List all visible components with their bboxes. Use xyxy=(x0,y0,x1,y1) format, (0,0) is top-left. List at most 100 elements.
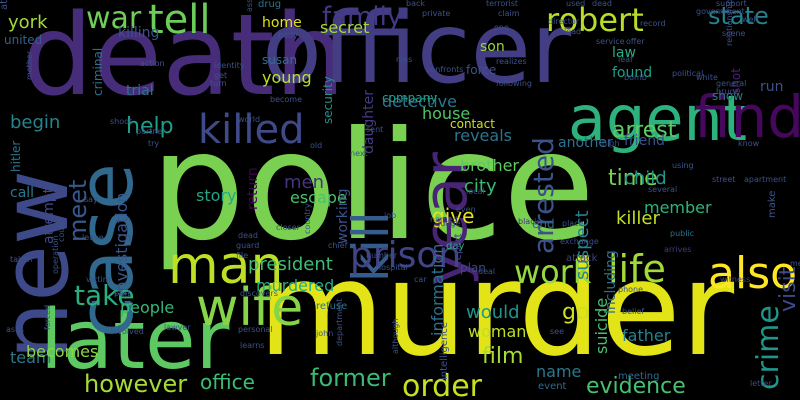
cloud-word: confronts xyxy=(426,65,464,74)
cloud-word: found xyxy=(612,65,653,81)
cloud-word: united xyxy=(4,33,43,47)
cloud-word: intelligence xyxy=(439,321,450,380)
cloud-word: job xyxy=(384,211,397,220)
cloud-word: partner xyxy=(136,127,166,136)
cloud-word: following xyxy=(496,79,532,88)
cloud-word: story xyxy=(196,186,237,205)
cloud-word: home xyxy=(262,15,302,31)
cloud-word: find xyxy=(694,83,800,151)
cloud-word: assigned xyxy=(245,0,254,12)
cloud-word: well xyxy=(742,15,758,24)
cloud-word: place xyxy=(562,219,584,228)
cloud-word: deal xyxy=(478,267,496,276)
cloud-word: become xyxy=(270,95,303,104)
cloud-word: refuse xyxy=(316,301,348,312)
cloud-word: say xyxy=(84,195,98,204)
cloud-word: named xyxy=(430,215,458,224)
cloud-word: world xyxy=(238,115,261,124)
cloud-word: friend xyxy=(624,133,665,149)
cloud-word: woman xyxy=(468,322,527,341)
cloud-word: identity xyxy=(214,61,245,70)
cloud-word: investigation xyxy=(112,192,131,296)
cloud-word: also xyxy=(708,248,798,299)
cloud-word: relationship xyxy=(725,0,734,46)
cloud-word: another xyxy=(558,135,613,151)
cloud-word: plan xyxy=(460,261,486,275)
cloud-word: force xyxy=(466,63,497,77)
cloud-word: police xyxy=(150,100,596,274)
cloud-word: bruce xyxy=(716,87,739,96)
cloud-word: however xyxy=(84,370,188,398)
cloud-word: trial xyxy=(126,83,154,99)
cloud-word: personal xyxy=(238,325,273,334)
cloud-word: witness xyxy=(720,275,751,284)
cloud-word: detective xyxy=(382,92,457,111)
cloud-word: contact xyxy=(450,117,495,131)
cloud-word: member xyxy=(644,198,712,217)
cloud-word: agent xyxy=(568,82,748,155)
cloud-word: help xyxy=(126,114,174,139)
cloud-word: shoot xyxy=(110,117,133,126)
cloud-word: president xyxy=(248,254,333,275)
cloud-word: man xyxy=(168,236,284,296)
cloud-word: action xyxy=(140,59,165,68)
cloud-word: taken xyxy=(10,255,33,264)
cloud-word: public xyxy=(670,229,695,238)
cloud-word: service xyxy=(596,37,625,46)
cloud-word: although xyxy=(391,318,400,354)
cloud-word: mother xyxy=(25,50,34,80)
cloud-word: time xyxy=(608,166,658,191)
cloud-word: arrested xyxy=(527,137,560,254)
cloud-word: young xyxy=(262,68,312,87)
cloud-word: film xyxy=(482,344,524,369)
cloud-word: private xyxy=(422,9,451,18)
cloud-word: even xyxy=(456,205,476,214)
cloud-word: get xyxy=(214,71,228,80)
cloud-word: lawyer xyxy=(164,323,191,332)
cloud-word: dead xyxy=(592,0,612,8)
cloud-word: forced xyxy=(43,304,52,330)
cloud-word: car xyxy=(414,275,427,284)
cloud-word: turn xyxy=(210,79,227,88)
cloud-word: secret xyxy=(320,18,370,37)
cloud-word: leave xyxy=(82,233,104,242)
cloud-word: escape xyxy=(290,188,347,207)
cloud-word: attorney xyxy=(0,0,10,10)
cloud-word: claim xyxy=(498,9,520,18)
cloud-word: father xyxy=(622,326,671,345)
cloud-word: terrorist xyxy=(486,0,519,8)
cloud-word: drug xyxy=(258,0,282,10)
cloud-word: one xyxy=(494,23,509,32)
cloud-word: arrives xyxy=(664,245,692,254)
cloud-word: office xyxy=(200,370,255,394)
cloud-word: hospital xyxy=(376,263,408,272)
cloud-word: john xyxy=(316,329,334,338)
cloud-word: victim xyxy=(86,275,111,284)
cloud-word: reveals xyxy=(454,126,512,145)
cloud-word: scene xyxy=(722,29,746,38)
cloud-word: learns xyxy=(240,341,265,350)
cloud-word: back xyxy=(406,0,426,8)
cloud-word: becomes xyxy=(26,342,99,361)
cloud-word: record xyxy=(640,19,666,28)
cloud-word: general xyxy=(716,79,747,88)
cloud-word: support xyxy=(716,0,747,8)
cloud-word: white xyxy=(696,73,718,82)
cloud-word: attack xyxy=(566,253,598,264)
cloud-word: daughter xyxy=(361,90,377,154)
cloud-word: sent xyxy=(366,125,384,134)
cloud-word: would xyxy=(466,302,520,323)
cloud-word: give xyxy=(432,204,475,228)
cloud-word: belief xyxy=(622,307,645,316)
cloud-word: son xyxy=(480,39,505,55)
cloud-word: department xyxy=(335,298,344,346)
cloud-word: country xyxy=(303,203,312,234)
cloud-word: crime xyxy=(751,305,786,390)
cloud-word: closer xyxy=(276,223,300,232)
cloud-word: realizes xyxy=(496,57,527,66)
cloud-word: dead xyxy=(238,231,258,240)
cloud-word: meeting xyxy=(618,371,660,382)
cloud-word: chief xyxy=(328,241,348,250)
cloud-word: go xyxy=(562,300,590,325)
cloud-word: including xyxy=(603,250,619,314)
